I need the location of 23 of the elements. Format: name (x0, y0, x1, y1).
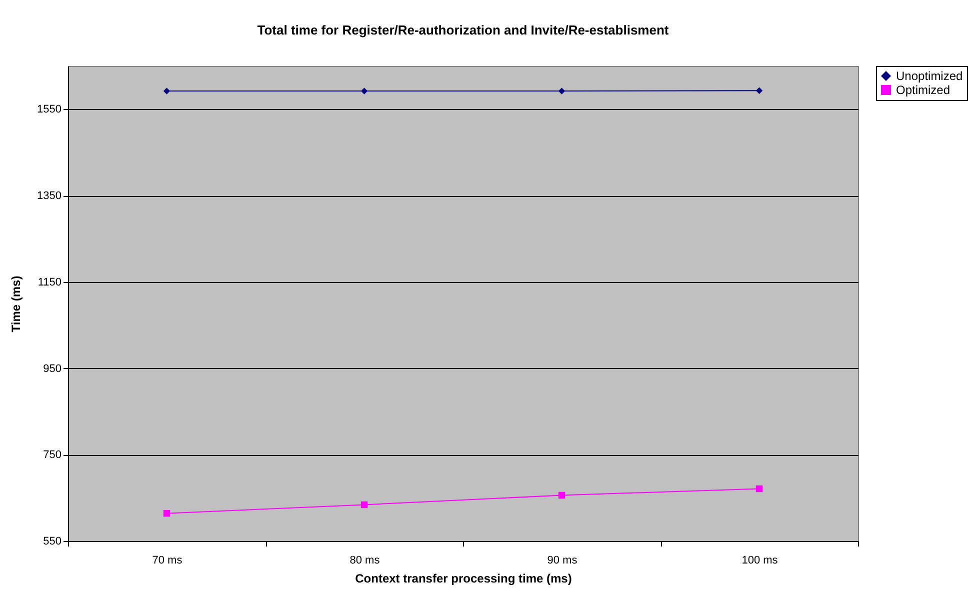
y-tick-label: 550 (43, 536, 62, 548)
x-axis-title: Context transfer processing time (ms) (355, 572, 572, 586)
y-tick-label: 950 (43, 362, 62, 375)
legend-label: Optimized (896, 83, 950, 97)
point (756, 485, 763, 492)
x-tick-label: 90 ms (547, 554, 578, 566)
point (360, 88, 368, 94)
y-tick-label: 1350 (37, 190, 62, 202)
chart-title: Total time for Register/Re-authorization and Invite/Re-establisment (257, 22, 670, 38)
y-tick-label: 1150 (38, 276, 62, 288)
y-tick-label: 1550 (37, 104, 62, 116)
point (558, 88, 566, 94)
legend-label: Unoptimized (896, 69, 963, 83)
point (756, 87, 763, 94)
point (163, 88, 170, 94)
y-axis-title: Time (ms) (9, 276, 24, 332)
y-tick-label: 750 (43, 449, 62, 462)
point (558, 492, 566, 499)
x-tick-label: 70 ms (152, 554, 183, 566)
point (360, 501, 368, 508)
x-tick-label: 80 ms (350, 554, 380, 566)
point (163, 510, 170, 517)
x-tick-label: 100 ms (742, 554, 778, 566)
